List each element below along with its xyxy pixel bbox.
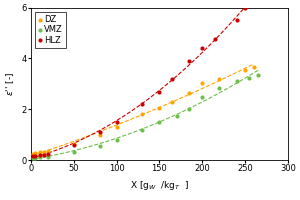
Point (97, 131, 102, 134)
Point (30, 152, 35, 155)
Point (157, 120, 162, 124)
Point (33, 154, 38, 157)
Point (157, 90, 162, 93)
Point (46, 152, 50, 155)
Point (41, 150, 46, 154)
Point (170, 77, 175, 80)
Point (213, 38, 218, 41)
Point (234, 19, 239, 22)
Point (234, 80, 239, 83)
Point (37, 155, 42, 159)
Point (170, 100, 175, 103)
Point (46, 150, 50, 153)
Point (37, 153, 42, 157)
Point (114, 138, 119, 141)
Point (41, 153, 46, 156)
Point (247, 76, 252, 79)
Point (187, 91, 192, 94)
Point (251, 66, 256, 69)
Point (114, 120, 119, 124)
Point (140, 128, 145, 131)
Point (174, 114, 179, 117)
Point (71, 142, 76, 145)
Point (37, 151, 42, 154)
Point (30, 156, 35, 159)
Point (71, 143, 76, 146)
Point (140, 103, 145, 106)
Point (97, 145, 102, 148)
Point (217, 77, 222, 80)
Point (200, 47, 205, 50)
Point (243, 68, 248, 72)
Point (256, 73, 260, 77)
Point (30, 155, 35, 158)
Point (243, 6, 248, 9)
Point (200, 81, 205, 84)
Point (217, 86, 222, 89)
Point (33, 156, 38, 159)
Point (187, 59, 192, 63)
X-axis label: X [g$_{\mathit{W}}$  /kg$_{\mathit{T}}$  ]: X [g$_{\mathit{W}}$ /kg$_{\mathit{T}}$ ] (130, 179, 189, 192)
Point (46, 155, 50, 158)
Point (97, 133, 102, 136)
Point (114, 125, 119, 129)
Point (71, 151, 76, 154)
Y-axis label: $\varepsilon$'' [-]: $\varepsilon$'' [-] (4, 72, 16, 96)
Point (33, 151, 38, 155)
Point (200, 95, 205, 98)
Point (157, 106, 162, 110)
Point (140, 113, 145, 116)
Point (187, 108, 192, 111)
Legend: DZ, VMZ, HLZ: DZ, VMZ, HLZ (35, 12, 66, 48)
